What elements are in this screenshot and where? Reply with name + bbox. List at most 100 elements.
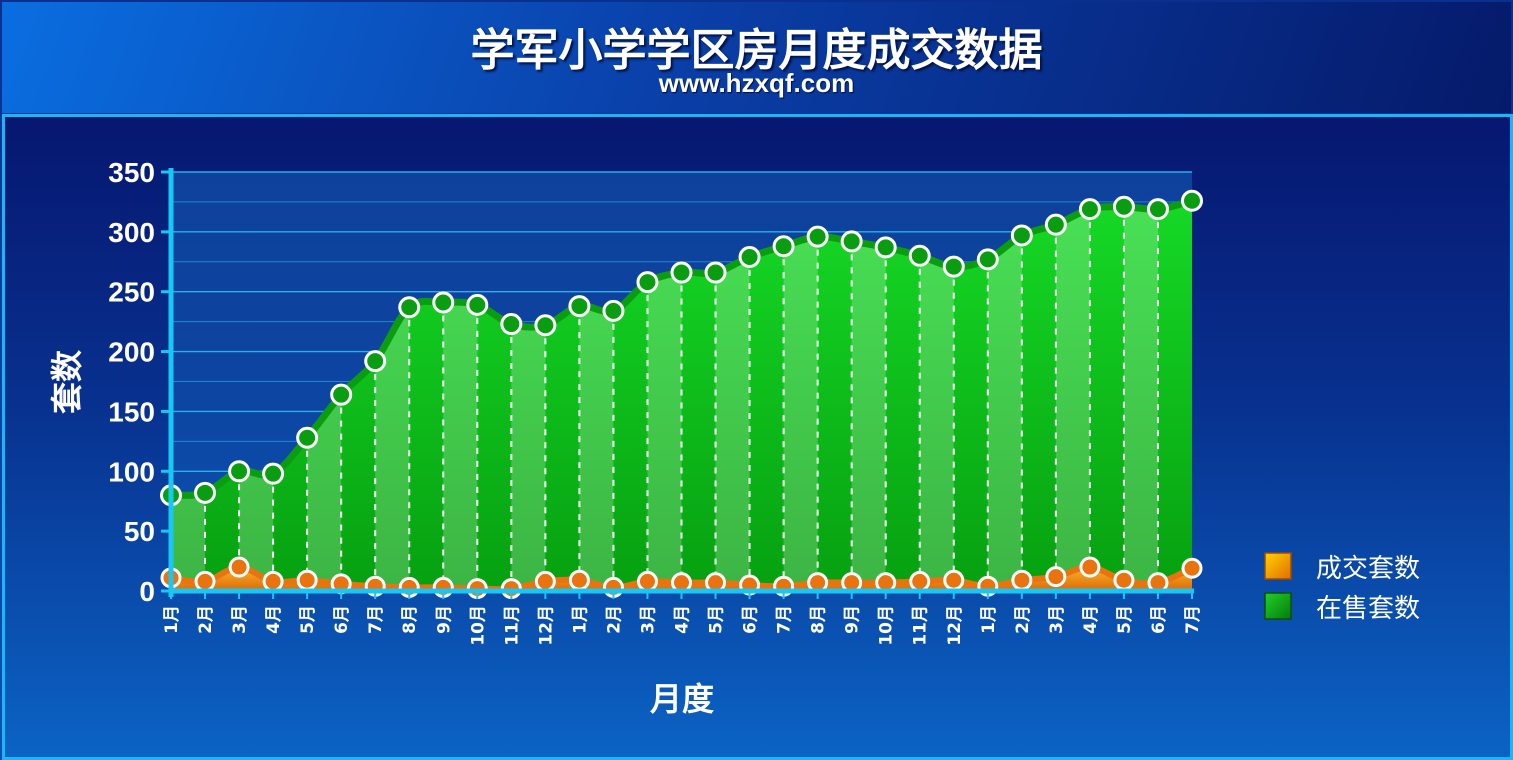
- x-tick-label: 4月: [673, 605, 693, 634]
- listing-point: [398, 296, 421, 319]
- listing-point: [500, 313, 523, 336]
- listing-point: [1146, 198, 1169, 221]
- deal-point: [194, 570, 216, 592]
- deal-point: [1113, 569, 1135, 591]
- listing-point: [1181, 189, 1203, 212]
- x-tick-label: 3月: [638, 605, 658, 634]
- y-tick-label: 300: [108, 217, 155, 248]
- x-tick-label: 9月: [434, 605, 454, 634]
- listing-point: [772, 235, 795, 258]
- listing-point: [1078, 198, 1101, 221]
- listing-point: [330, 383, 353, 406]
- x-tick-label: 2月: [196, 605, 216, 634]
- header-banner: [2, 2, 1511, 113]
- deal-point: [636, 570, 658, 592]
- x-tick-label: 5月: [1115, 605, 1135, 634]
- x-tick-label: 3月: [230, 605, 250, 634]
- deal-area: [171, 567, 1192, 591]
- x-tick-label: 11月: [911, 605, 931, 646]
- area-band: [1123, 200, 1158, 591]
- listing-point: [296, 426, 319, 449]
- x-tick-label: 10月: [468, 605, 488, 646]
- x-tick-label: 5月: [298, 605, 318, 634]
- legend-swatch-listing: [1264, 592, 1292, 620]
- y-tick-label: 350: [108, 157, 155, 188]
- deal-point: [909, 570, 931, 592]
- listing-point: [364, 350, 387, 373]
- listing-point: [1112, 195, 1135, 218]
- deal-point: [568, 569, 590, 591]
- listing-point: [908, 244, 931, 267]
- listing-point: [534, 314, 557, 337]
- legend: 成交套数 在售套数: [1264, 552, 1420, 624]
- listing-point: [670, 261, 693, 284]
- chart-title: 学军小学学区房月度成交数据: [470, 25, 1043, 76]
- area-band: [851, 200, 886, 591]
- x-tick-label: 1月: [979, 605, 999, 634]
- x-tick-label: 6月: [1149, 605, 1169, 634]
- axes: 0 50 100 150 200 250 300 350 1月 2月 3月 4月 5月 6月 7月 8月 9月 1…: [108, 157, 1203, 646]
- y-tick-label: 50: [124, 516, 155, 547]
- deal-point: [1181, 557, 1203, 579]
- x-tick-label: 12月: [945, 605, 965, 646]
- listing-point: [874, 236, 897, 259]
- listing-point: [602, 299, 625, 322]
- legend-swatch-deal: [1264, 552, 1292, 580]
- listing-point: [704, 261, 727, 284]
- listing-point: [976, 248, 999, 271]
- x-tick-label: 6月: [332, 605, 352, 634]
- listing-point: [636, 271, 659, 294]
- legend-label-listing: 在售套数: [1316, 594, 1420, 624]
- x-tick-label: 3月: [1047, 605, 1067, 634]
- listing-point: [806, 225, 829, 248]
- y-tick-label: 100: [108, 456, 155, 487]
- listing-point: [942, 255, 965, 278]
- listing-point: [568, 295, 591, 318]
- x-tick-label: 11月: [502, 605, 522, 646]
- x-tick-label: 8月: [809, 605, 829, 634]
- listing-point: [432, 291, 455, 314]
- listing-point: [262, 462, 285, 485]
- chart-subtitle: www.hzxqf.com: [658, 68, 855, 98]
- x-tick-label: 9月: [843, 605, 863, 634]
- x-tick-label: 1月: [162, 605, 182, 634]
- area-band: [1055, 200, 1090, 591]
- x-tick-label: 7月: [1183, 605, 1203, 634]
- deal-point: [262, 570, 284, 592]
- deal-point: [943, 569, 965, 591]
- listing-point: [228, 460, 251, 483]
- deal-point: [1079, 556, 1101, 578]
- listing-point: [840, 230, 863, 253]
- x-axis-title: 月度: [650, 680, 714, 718]
- x-tick-label: 4月: [1081, 605, 1101, 634]
- listing-point: [1010, 224, 1033, 247]
- y-tick-label: 200: [108, 337, 155, 368]
- listing-point: [466, 293, 489, 316]
- y-tick-label: 150: [108, 396, 155, 427]
- x-tick-label: 4月: [264, 605, 284, 634]
- x-tick-label: 8月: [400, 605, 420, 634]
- area-band: [783, 200, 818, 591]
- deal-point: [1045, 566, 1067, 588]
- x-tick-label: 7月: [775, 605, 795, 634]
- x-tick-label: 5月: [707, 605, 727, 634]
- x-tick-label: 7月: [366, 605, 386, 634]
- listing-point: [194, 481, 217, 504]
- x-tick-label: 6月: [741, 605, 761, 634]
- deal-point: [1011, 569, 1033, 591]
- listing-point: [1044, 213, 1067, 236]
- x-tick-label: 2月: [1013, 605, 1033, 634]
- legend-label-deal: 成交套数: [1316, 554, 1420, 584]
- y-tick-label: 250: [108, 277, 155, 308]
- x-tick-label: 2月: [604, 605, 624, 634]
- x-tick-label: 12月: [536, 605, 556, 646]
- listing-point: [738, 245, 761, 268]
- y-tick-label: 0: [139, 576, 155, 607]
- x-tick-label: 1月: [570, 605, 590, 634]
- deal-point: [296, 569, 318, 591]
- x-tick-label: 10月: [877, 605, 897, 646]
- deal-point: [534, 570, 556, 592]
- deal-point: [228, 556, 250, 578]
